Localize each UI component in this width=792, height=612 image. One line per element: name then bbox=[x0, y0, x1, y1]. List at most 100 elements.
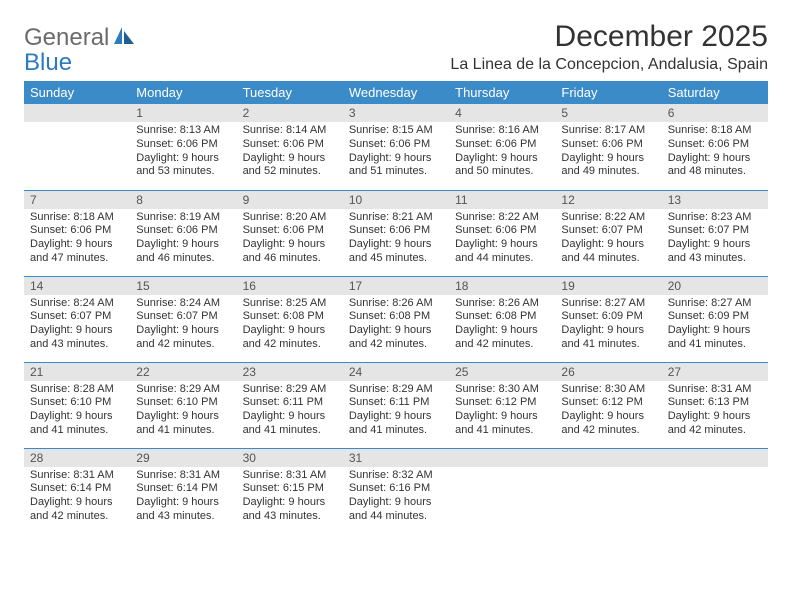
sunrise-text: Sunrise: 8:27 AM bbox=[561, 297, 655, 311]
day-details: Sunrise: 8:21 AMSunset: 6:06 PMDaylight:… bbox=[343, 209, 449, 270]
daylight-text: Daylight: 9 hours and 42 minutes. bbox=[455, 324, 549, 352]
day-number: 15 bbox=[130, 277, 236, 295]
day-number: 3 bbox=[343, 104, 449, 122]
day-details: Sunrise: 8:22 AMSunset: 6:06 PMDaylight:… bbox=[449, 209, 555, 270]
day-details: Sunrise: 8:31 AMSunset: 6:14 PMDaylight:… bbox=[130, 467, 236, 528]
sunset-text: Sunset: 6:13 PM bbox=[668, 396, 762, 410]
daylight-text: Daylight: 9 hours and 42 minutes. bbox=[243, 324, 337, 352]
sunset-text: Sunset: 6:08 PM bbox=[243, 310, 337, 324]
dow-monday: Monday bbox=[130, 81, 236, 104]
title-block: December 2025 La Linea de la Concepcion,… bbox=[450, 20, 768, 74]
day-details: Sunrise: 8:25 AMSunset: 6:08 PMDaylight:… bbox=[237, 295, 343, 356]
day-number: 11 bbox=[449, 191, 555, 209]
day-number bbox=[449, 449, 555, 467]
day-number: 1 bbox=[130, 104, 236, 122]
day-number: 9 bbox=[237, 191, 343, 209]
day-details: Sunrise: 8:29 AMSunset: 6:11 PMDaylight:… bbox=[237, 381, 343, 442]
sunset-text: Sunset: 6:09 PM bbox=[668, 310, 762, 324]
day-cell: 7Sunrise: 8:18 AMSunset: 6:06 PMDaylight… bbox=[24, 190, 130, 276]
sunrise-text: Sunrise: 8:26 AM bbox=[349, 297, 443, 311]
day-cell: 30Sunrise: 8:31 AMSunset: 6:15 PMDayligh… bbox=[237, 448, 343, 534]
day-number: 14 bbox=[24, 277, 130, 295]
day-details: Sunrise: 8:29 AMSunset: 6:11 PMDaylight:… bbox=[343, 381, 449, 442]
sunrise-text: Sunrise: 8:24 AM bbox=[136, 297, 230, 311]
day-details: Sunrise: 8:23 AMSunset: 6:07 PMDaylight:… bbox=[662, 209, 768, 270]
sunrise-text: Sunrise: 8:18 AM bbox=[668, 124, 762, 138]
day-details: Sunrise: 8:15 AMSunset: 6:06 PMDaylight:… bbox=[343, 122, 449, 183]
sunset-text: Sunset: 6:07 PM bbox=[668, 224, 762, 238]
daylight-text: Daylight: 9 hours and 42 minutes. bbox=[561, 410, 655, 438]
page: GeneralBlue December 2025 La Linea de la… bbox=[0, 0, 792, 554]
day-number: 22 bbox=[130, 363, 236, 381]
daylight-text: Daylight: 9 hours and 43 minutes. bbox=[30, 324, 124, 352]
day-number: 18 bbox=[449, 277, 555, 295]
sunset-text: Sunset: 6:10 PM bbox=[30, 396, 124, 410]
sunset-text: Sunset: 6:06 PM bbox=[668, 138, 762, 152]
sunset-text: Sunset: 6:14 PM bbox=[30, 482, 124, 496]
day-cell bbox=[449, 448, 555, 534]
sunrise-text: Sunrise: 8:26 AM bbox=[455, 297, 549, 311]
day-cell: 31Sunrise: 8:32 AMSunset: 6:16 PMDayligh… bbox=[343, 448, 449, 534]
day-details: Sunrise: 8:32 AMSunset: 6:16 PMDaylight:… bbox=[343, 467, 449, 528]
sunset-text: Sunset: 6:07 PM bbox=[136, 310, 230, 324]
sunset-text: Sunset: 6:06 PM bbox=[455, 224, 549, 238]
day-number: 7 bbox=[24, 191, 130, 209]
dow-row: Sunday Monday Tuesday Wednesday Thursday… bbox=[24, 81, 768, 104]
daylight-text: Daylight: 9 hours and 48 minutes. bbox=[668, 152, 762, 180]
day-cell: 25Sunrise: 8:30 AMSunset: 6:12 PMDayligh… bbox=[449, 362, 555, 448]
sunset-text: Sunset: 6:11 PM bbox=[243, 396, 337, 410]
daylight-text: Daylight: 9 hours and 43 minutes. bbox=[243, 496, 337, 524]
sunset-text: Sunset: 6:06 PM bbox=[136, 224, 230, 238]
day-cell: 1Sunrise: 8:13 AMSunset: 6:06 PMDaylight… bbox=[130, 104, 236, 190]
day-cell: 22Sunrise: 8:29 AMSunset: 6:10 PMDayligh… bbox=[130, 362, 236, 448]
sunset-text: Sunset: 6:07 PM bbox=[30, 310, 124, 324]
day-details: Sunrise: 8:31 AMSunset: 6:14 PMDaylight:… bbox=[24, 467, 130, 528]
daylight-text: Daylight: 9 hours and 44 minutes. bbox=[561, 238, 655, 266]
day-number: 21 bbox=[24, 363, 130, 381]
day-number: 27 bbox=[662, 363, 768, 381]
sunset-text: Sunset: 6:14 PM bbox=[136, 482, 230, 496]
sunrise-text: Sunrise: 8:32 AM bbox=[349, 469, 443, 483]
day-cell bbox=[24, 104, 130, 190]
sunrise-text: Sunrise: 8:16 AM bbox=[455, 124, 549, 138]
day-number: 26 bbox=[555, 363, 661, 381]
day-number bbox=[555, 449, 661, 467]
day-details: Sunrise: 8:24 AMSunset: 6:07 PMDaylight:… bbox=[130, 295, 236, 356]
week-row: 21Sunrise: 8:28 AMSunset: 6:10 PMDayligh… bbox=[24, 362, 768, 448]
sunset-text: Sunset: 6:08 PM bbox=[455, 310, 549, 324]
day-number: 5 bbox=[555, 104, 661, 122]
sunrise-text: Sunrise: 8:29 AM bbox=[136, 383, 230, 397]
day-number: 8 bbox=[130, 191, 236, 209]
sunset-text: Sunset: 6:09 PM bbox=[561, 310, 655, 324]
sunrise-text: Sunrise: 8:29 AM bbox=[349, 383, 443, 397]
sunrise-text: Sunrise: 8:31 AM bbox=[668, 383, 762, 397]
dow-tuesday: Tuesday bbox=[237, 81, 343, 104]
brand-logo: GeneralBlue bbox=[24, 26, 135, 75]
daylight-text: Daylight: 9 hours and 41 minutes. bbox=[243, 410, 337, 438]
daylight-text: Daylight: 9 hours and 41 minutes. bbox=[30, 410, 124, 438]
sunset-text: Sunset: 6:08 PM bbox=[349, 310, 443, 324]
header: GeneralBlue December 2025 La Linea de la… bbox=[24, 20, 768, 75]
day-details: Sunrise: 8:18 AMSunset: 6:06 PMDaylight:… bbox=[24, 209, 130, 270]
daylight-text: Daylight: 9 hours and 41 minutes. bbox=[455, 410, 549, 438]
daylight-text: Daylight: 9 hours and 42 minutes. bbox=[668, 410, 762, 438]
day-number: 4 bbox=[449, 104, 555, 122]
day-cell: 18 Sunrise: 8:26 AMSunset: 6:08 PMDayligh… bbox=[449, 276, 555, 362]
day-cell: 3Sunrise: 8:15 AMSunset: 6:06 PMDaylight… bbox=[343, 104, 449, 190]
sunrise-text: Sunrise: 8:24 AM bbox=[30, 297, 124, 311]
day-details: Sunrise: 8:19 AMSunset: 6:06 PMDaylight:… bbox=[130, 209, 236, 270]
day-details: Sunrise: 8:31 AMSunset: 6:13 PMDaylight:… bbox=[662, 381, 768, 442]
week-row: 28Sunrise: 8:31 AMSunset: 6:14 PMDayligh… bbox=[24, 448, 768, 534]
day-number: 24 bbox=[343, 363, 449, 381]
day-cell: 9Sunrise: 8:20 AMSunset: 6:06 PMDaylight… bbox=[237, 190, 343, 276]
dow-thursday: Thursday bbox=[449, 81, 555, 104]
day-cell: 28Sunrise: 8:31 AMSunset: 6:14 PMDayligh… bbox=[24, 448, 130, 534]
daylight-text: Daylight: 9 hours and 49 minutes. bbox=[561, 152, 655, 180]
day-number: 16 bbox=[237, 277, 343, 295]
sunrise-text: Sunrise: 8:22 AM bbox=[455, 211, 549, 225]
sunset-text: Sunset: 6:07 PM bbox=[561, 224, 655, 238]
daylight-text: Daylight: 9 hours and 43 minutes. bbox=[668, 238, 762, 266]
sunrise-text: Sunrise: 8:19 AM bbox=[136, 211, 230, 225]
day-number: 28 bbox=[24, 449, 130, 467]
day-cell: 14 Sunrise: 8:24 AMSunset: 6:07 PMDayligh… bbox=[24, 276, 130, 362]
